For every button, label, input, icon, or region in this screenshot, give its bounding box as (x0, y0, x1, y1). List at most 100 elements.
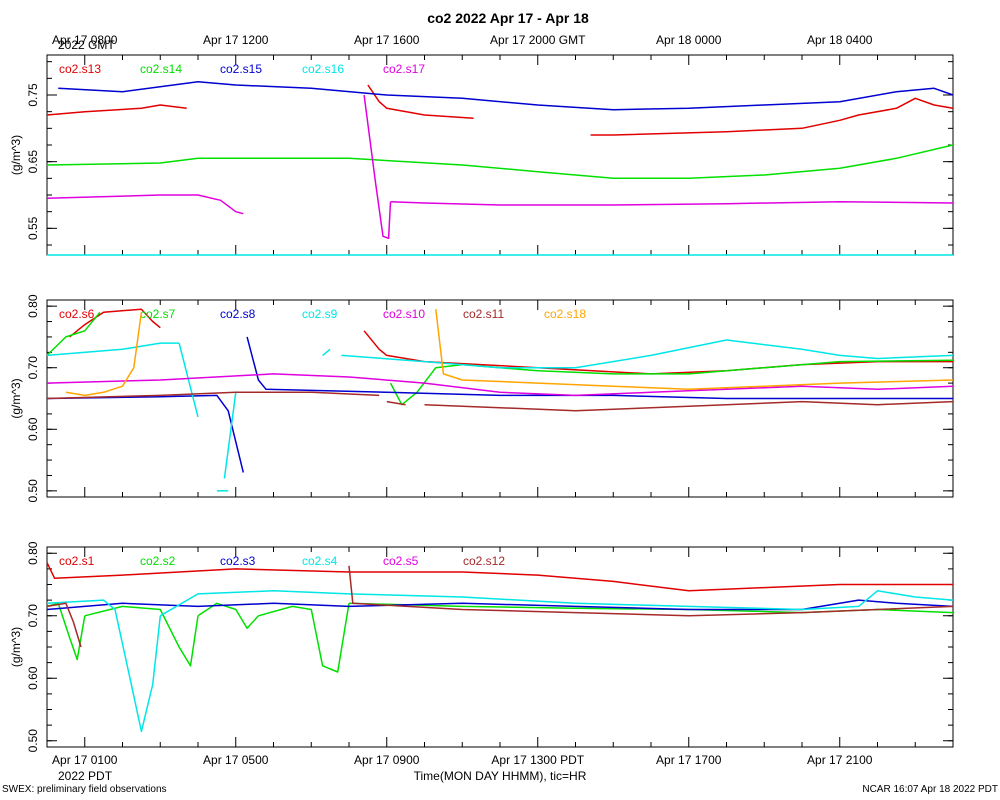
legend-co2.s10: co2.s10 (383, 307, 425, 321)
series-co2.s2 (46, 602, 954, 673)
top-axis-tick-label: Apr 17 0800 (52, 33, 118, 47)
series-line-co2.s7 (46, 311, 101, 356)
series-line-co2.s12 (348, 565, 954, 617)
series-line-co2.s2 (258, 603, 350, 673)
series-co2.s13 (46, 84, 954, 136)
series-line-co2.s8 (246, 336, 953, 400)
series-line-co2.s15 (58, 80, 954, 111)
series-line-co2.s14 (46, 144, 954, 180)
legend-co2.s13: co2.s13 (59, 62, 101, 76)
panel-1: 0.55 0.65 0.75 (g/m^3) co2.s13 co2.s14 co2.s15… (9, 54, 954, 256)
series-line-co2.s17 (46, 194, 244, 215)
series-co2.s17 (46, 94, 954, 240)
y-tick-label: 0.60 (26, 666, 40, 690)
series-co2.s6 (69, 308, 953, 375)
series-co2.s10 (46, 373, 954, 397)
y-axis-label: (g/m^3) (9, 135, 23, 175)
series-line-co2.s8 (46, 394, 245, 473)
legend-co2.s5: co2.s5 (383, 554, 419, 568)
legend-co2.s14: co2.s14 (140, 62, 182, 76)
series-co2.s4 (46, 590, 954, 733)
series-line-co2.s4 (46, 599, 162, 733)
series-line-co2.s4 (159, 590, 954, 617)
bottom-axis-tick-label: Apr 17 2100 (807, 753, 873, 767)
series-line-co2.s17 (390, 200, 954, 206)
series-line-co2.s17 (363, 94, 392, 240)
panel-2: 0.50 0.60 0.70 0.80 (g/m^3) co2.s6 co2.s7 co2.s… (9, 294, 954, 503)
legend-co2.s16: co2.s16 (302, 62, 344, 76)
bottom-axis-year-label: 2022 PDT (58, 769, 113, 783)
panels: 0.55 0.65 0.75 (g/m^3) co2.s13 co2.s14 co2.s15… (9, 33, 954, 767)
series-co2.s11 (46, 391, 954, 412)
bottom-axis-tick-label: Apr 17 1700 (656, 753, 722, 767)
series-line-co2.s9 (341, 339, 954, 369)
series-line-co2.s18 (65, 312, 143, 397)
series-co2.s7 (46, 311, 954, 406)
series-line-co2.s10 (46, 373, 954, 397)
series-line-co2.s2 (197, 602, 259, 630)
footer-right: NCAR 16:07 Apr 18 2022 PDT (862, 784, 998, 795)
legend-co2.s4: co2.s4 (302, 554, 338, 568)
top-axis-tick-label: Apr 18 0000 (656, 33, 722, 47)
legend-co2.s17: co2.s17 (383, 62, 425, 76)
series-line-co2.s9 (46, 342, 180, 357)
series-line-co2.s2 (46, 602, 86, 661)
bottom-axis-tick-label: Apr 17 1300 PDT (491, 753, 584, 767)
series-line-co2.s11 (46, 391, 380, 400)
top-axis-tick-label: Apr 18 0400 (807, 33, 873, 47)
legend-co2.s6: co2.s6 (59, 307, 95, 321)
legend-co2.s18: co2.s18 (544, 307, 586, 321)
series-co2.s18 (65, 309, 954, 397)
legend-co2.s1: co2.s1 (59, 554, 95, 568)
bottom-axis-tick-label: Apr 17 0500 (203, 753, 269, 767)
y-tick-label: 0.80 (26, 541, 40, 565)
y-tick-label: 0.50 (26, 729, 40, 753)
series-line-co2.s9 (223, 392, 237, 479)
legend-co2.s15: co2.s15 (220, 62, 262, 76)
panel-3-frame (46, 546, 954, 748)
legend-co2.s12: co2.s12 (463, 554, 505, 568)
y-tick-label: 0.70 (26, 604, 40, 628)
y-tick-label: 0.75 (26, 83, 40, 107)
top-axis-tick-label: Apr 17 2000 GMT (490, 33, 586, 47)
series-line-co2.s12 (46, 602, 82, 648)
y-axis-label: (g/m^3) (9, 627, 23, 667)
series-line-co2.s6 (363, 330, 953, 375)
series-line-co2.s11 (424, 400, 954, 412)
legend-co2.s11: co2.s11 (463, 307, 504, 321)
series-line-co2.s6 (69, 308, 161, 338)
chart-title: co2 2022 Apr 17 - Apr 18 (427, 10, 589, 26)
y-tick-label: 0.70 (26, 356, 40, 380)
series-co2.s8 (46, 336, 953, 473)
x-axis-label: Time(MON DAY HHMM), tic=HR (414, 769, 587, 783)
legend-co2.s2: co2.s2 (140, 554, 176, 568)
series-line-co2.s18 (435, 309, 954, 391)
series-line-co2.s13 (46, 104, 187, 116)
series-line-co2.s7 (389, 359, 954, 406)
top-axis-tick-label: Apr 17 1600 (354, 33, 420, 47)
series-line-co2.s9 (322, 348, 331, 356)
y-tick-label: 0.50 (26, 479, 40, 503)
bottom-axis-tick-label: Apr 17 0100 (52, 753, 118, 767)
legend-co2.s7: co2.s7 (140, 307, 176, 321)
series-line-co2.s2 (84, 605, 199, 667)
bottom-axis-tick-label: Apr 17 0900 (354, 753, 420, 767)
panel-1-frame (46, 54, 954, 256)
series-line-co2.s11 (386, 400, 406, 406)
series-line-co2.s13 (367, 84, 474, 120)
y-tick-label: 0.60 (26, 417, 40, 441)
series-line-co2.s1 (46, 562, 953, 592)
series-co2.s12 (46, 565, 954, 648)
top-axis-tick-label: Apr 17 1200 (203, 33, 269, 47)
panel-3: 0.50 0.60 0.70 0.80 (g/m^3) co2.s1 co2.s2 co2.s… (9, 541, 954, 753)
series-co2.s9 (46, 339, 954, 492)
y-tick-label: 0.55 (26, 216, 40, 240)
footer-left: SWEX: preliminary field observations (2, 784, 167, 795)
y-axis-label: (g/m^3) (9, 378, 23, 418)
series-co2.s15 (58, 80, 954, 111)
y-tick-label: 0.80 (26, 294, 40, 318)
legend-co2.s9: co2.s9 (302, 307, 338, 321)
series-co2.s14 (46, 144, 954, 180)
series-line-co2.s13 (590, 97, 954, 136)
